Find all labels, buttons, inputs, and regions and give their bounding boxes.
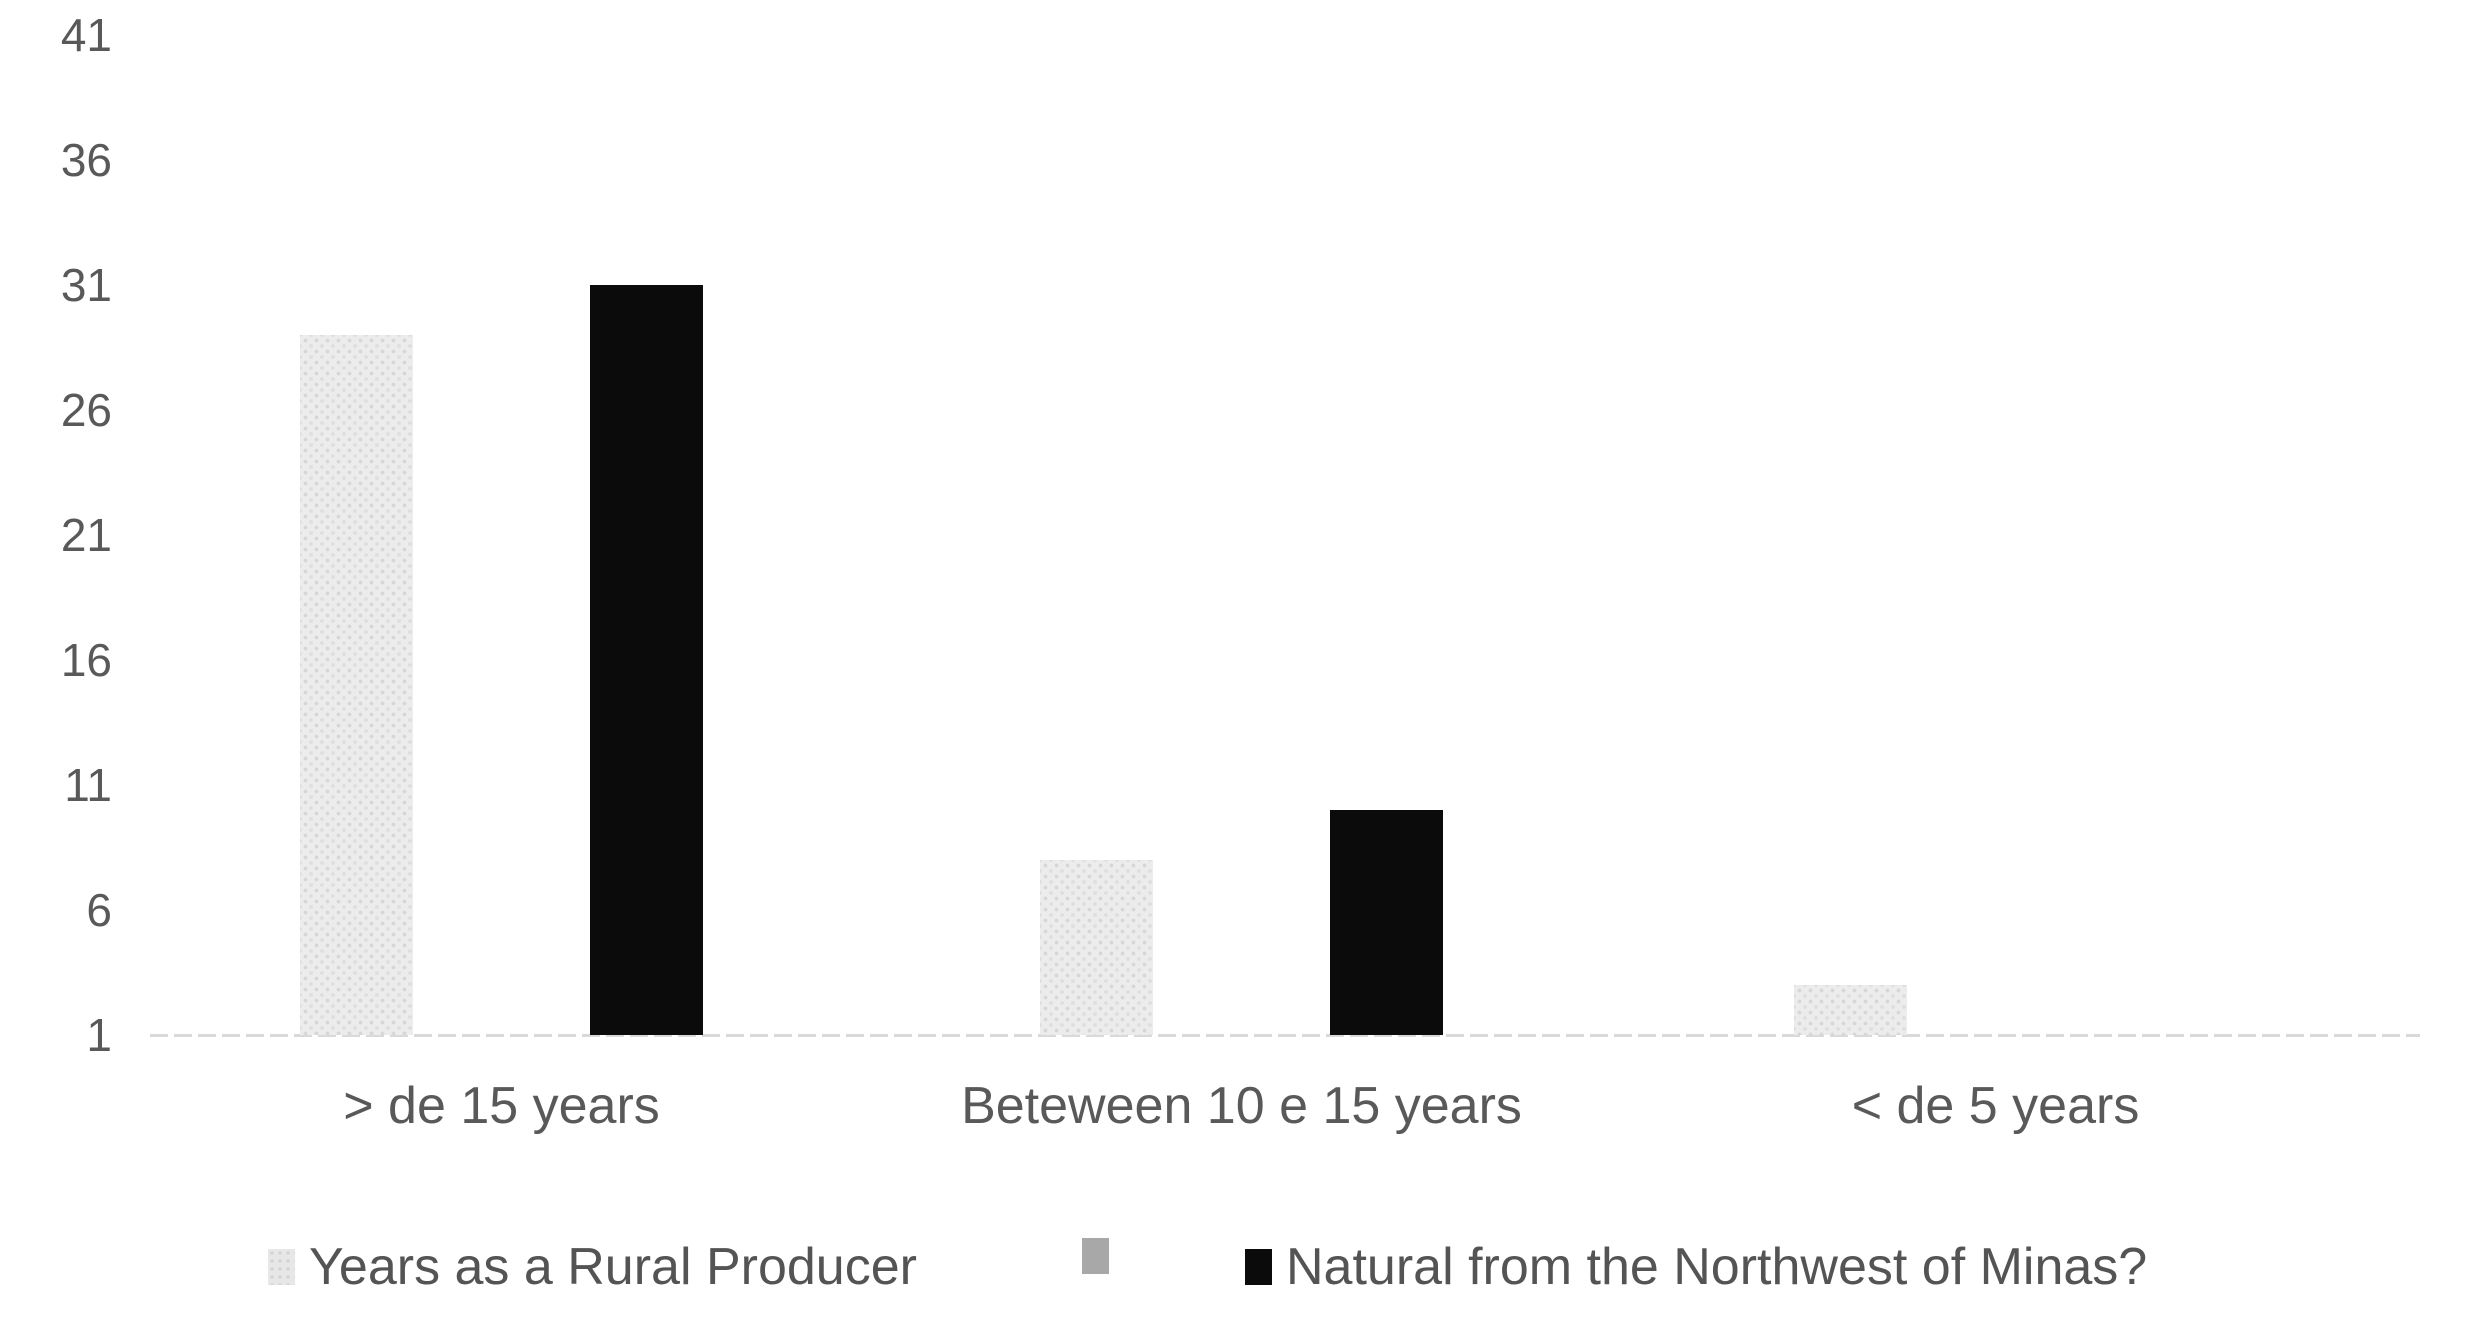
y-tick-label-31: 31 (60, 259, 112, 311)
x-axis-line (150, 1034, 2420, 1037)
y-tick-label-11: 11 (64, 759, 112, 811)
x-category-label-1: Beteween 10 e 15 years (961, 1077, 1522, 1135)
legend-label-0: Years as a Rural Producer (309, 1238, 917, 1296)
legend-item-2: Natural from the Northwest of Minas? (1245, 1238, 2147, 1296)
legend-label-2: Natural from the Northwest of Minas? (1286, 1238, 2148, 1296)
y-tick-label-21: 21 (60, 509, 112, 561)
bar-series0-cat0 (300, 335, 413, 1035)
legend-marker-2 (1245, 1249, 1272, 1285)
y-tick-label-6: 6 (86, 884, 112, 936)
bar-series0-cat2 (1794, 985, 1907, 1035)
x-category-label-2: < de 5 years (1851, 1077, 2140, 1135)
y-tick-label-16: 16 (60, 634, 112, 686)
y-tick-label-36: 36 (60, 134, 112, 186)
x-category-label-0: > de 15 years (343, 1077, 660, 1135)
y-tick-label-26: 26 (60, 384, 112, 436)
legend-item-1 (1082, 1238, 1109, 1274)
bar-series2-cat0 (590, 285, 703, 1035)
legend-item-0: Years as a Rural Producer (268, 1238, 917, 1296)
legend-marker-1 (1082, 1238, 1109, 1274)
y-tick-label-41: 41 (60, 9, 112, 61)
bar-series0-cat1 (1040, 860, 1153, 1035)
y-tick-label-1: 1 (86, 1009, 112, 1061)
legend-marker-0 (268, 1249, 295, 1285)
bar-series2-cat1 (1330, 810, 1443, 1035)
